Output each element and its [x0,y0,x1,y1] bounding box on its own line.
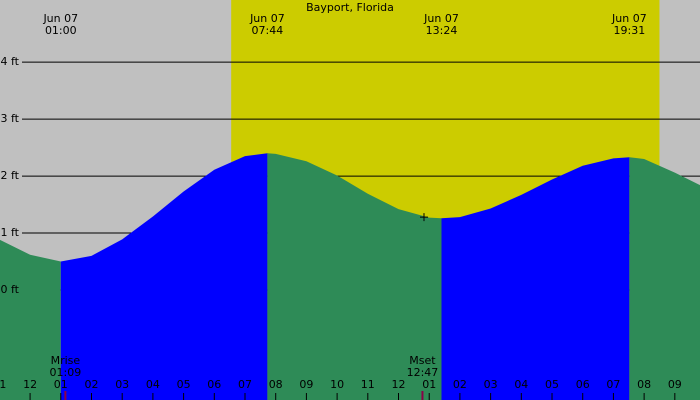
tide-area [267,153,442,400]
x-tick-label: 09 [299,378,313,391]
y-tick-label: 3 ft [1,112,20,125]
chart-title: Bayport, Florida [306,1,394,14]
extreme-date: Jun 07 [423,12,459,25]
extreme-date: Jun 07 [42,12,78,25]
moon-event-time: 12:47 [407,366,439,379]
x-tick-label: 08 [637,378,651,391]
extreme-time: 07:44 [252,24,284,37]
x-tick-label: 05 [177,378,191,391]
current-time-marker [419,213,428,222]
x-tick-label: 03 [115,378,129,391]
extreme-date: Jun 07 [249,12,285,25]
x-tick-label: 07 [606,378,620,391]
extreme-time: 13:24 [426,24,458,37]
x-tick-label: 06 [576,378,590,391]
extreme-time: 19:31 [614,24,646,37]
y-tick-label: 1 ft [1,226,20,239]
x-tick-label: 09 [668,378,682,391]
y-tick-label: 4 ft [1,55,20,68]
tide-area [0,239,61,400]
moon-event-time: 01:09 [50,366,82,379]
x-tick-label: 02 [84,378,98,391]
moon-event-label: Mrise [51,354,81,367]
tide-area [629,157,700,400]
x-tick-label: 04 [146,378,160,391]
x-tick-label: 11 [361,378,375,391]
x-tick-label: 07 [238,378,252,391]
x-tick-label: 05 [545,378,559,391]
extreme-time: 01:00 [45,24,77,37]
x-tick-label: 10 [330,378,344,391]
tide-area [60,153,268,400]
tide-area [441,157,630,400]
x-tick-label: 04 [514,378,528,391]
x-tick-label: 03 [484,378,498,391]
moon-event-label: Mset [409,354,436,367]
x-tick-label: 06 [207,378,221,391]
x-tick-label: 12 [23,378,37,391]
extreme-date: Jun 07 [611,12,647,25]
y-tick-label: 2 ft [1,169,20,182]
x-tick-label: 01 [422,378,436,391]
x-tick-label: 02 [453,378,467,391]
x-tick-label: 08 [269,378,283,391]
x-tick-label: 01 [54,378,68,391]
x-tick-label: 11 [0,378,6,391]
x-tick-label: 12 [392,378,406,391]
y-tick-label: 0 ft [1,283,20,296]
